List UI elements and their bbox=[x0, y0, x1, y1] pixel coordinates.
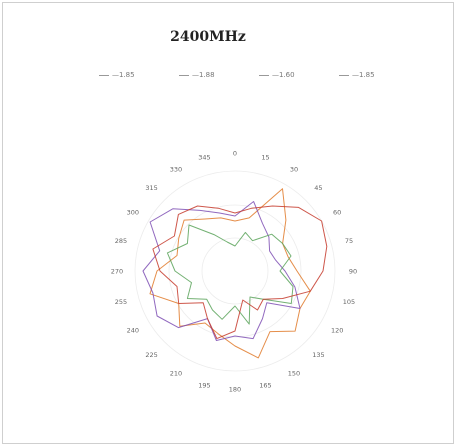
polar-plot: 0 15 30 45 60 75 90 105 120 135 150 165 180 195 210 225… bbox=[111, 150, 357, 394]
angular-tick-label: 150 bbox=[288, 370, 300, 378]
series-line bbox=[142, 201, 301, 341]
angular-tick-label: 270 bbox=[111, 268, 123, 276]
angular-tick-label: 330 bbox=[170, 165, 182, 173]
grid-layer bbox=[134, 170, 336, 372]
legend-swatch bbox=[339, 74, 349, 76]
legend-item: —1.85 bbox=[339, 71, 375, 83]
legend: —1.85 —1.88 —1.60 —1.85 bbox=[99, 71, 399, 83]
legend-label: —1.88 bbox=[192, 71, 215, 79]
legend-item: —1.88 bbox=[179, 71, 215, 83]
angular-tick-label: 120 bbox=[331, 327, 343, 335]
angular-tick-labels: 0 15 30 45 60 75 90 105 120 135 150 165 180 195 210 225… bbox=[111, 150, 357, 394]
angular-tick-label: 285 bbox=[115, 237, 127, 245]
angular-tick-label: 30 bbox=[290, 165, 298, 173]
angular-tick-label: 60 bbox=[333, 209, 341, 217]
angular-tick-label: 255 bbox=[115, 298, 127, 306]
grid-ring bbox=[168, 204, 302, 338]
grid-ring bbox=[134, 170, 336, 372]
legend-item: —1.60 bbox=[259, 71, 295, 83]
series-line bbox=[166, 224, 294, 325]
angular-tick-label: 15 bbox=[261, 154, 269, 162]
chart-title: 2400MHz bbox=[170, 29, 246, 45]
series-layer bbox=[142, 188, 328, 359]
legend-swatch bbox=[259, 74, 269, 76]
angular-tick-label: 90 bbox=[349, 268, 357, 276]
angular-tick-label: 195 bbox=[198, 382, 210, 390]
angular-tick-label: 315 bbox=[145, 184, 157, 192]
angular-tick-label: 225 bbox=[145, 351, 157, 359]
angular-tick-label: 45 bbox=[314, 184, 322, 192]
angular-tick-label: 210 bbox=[170, 370, 182, 378]
angular-tick-label: 165 bbox=[259, 382, 271, 390]
angular-tick-label: 345 bbox=[198, 154, 210, 162]
legend-swatch bbox=[99, 74, 109, 76]
angular-tick-label: 135 bbox=[312, 351, 324, 359]
chart-frame: 2400MHz —1.85 —1.88 —1.60 —1.85 0 15 30 45 60 75… bbox=[2, 2, 454, 444]
legend-item: —1.85 bbox=[99, 71, 135, 83]
grid-ring bbox=[201, 237, 269, 305]
angular-tick-label: 240 bbox=[127, 327, 139, 335]
legend-label: —1.85 bbox=[352, 71, 375, 79]
series-line bbox=[152, 205, 328, 340]
legend-swatch bbox=[179, 74, 189, 76]
angular-tick-label: 300 bbox=[127, 209, 139, 217]
angular-tick-label: 75 bbox=[345, 237, 353, 245]
legend-label: —1.60 bbox=[272, 71, 295, 79]
angular-tick-label: 105 bbox=[343, 298, 355, 306]
legend-label: —1.85 bbox=[112, 71, 135, 79]
angular-tick-label: 180 bbox=[229, 386, 241, 394]
angular-tick-label: 0 bbox=[233, 150, 237, 158]
